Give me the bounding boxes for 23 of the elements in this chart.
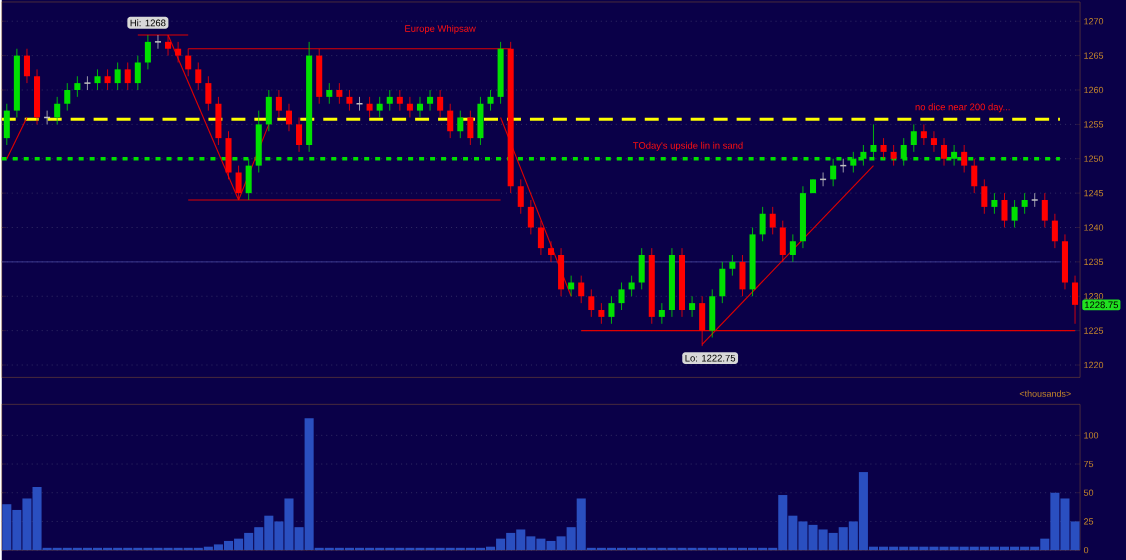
y-tick-label: 1260 — [1084, 86, 1104, 94]
y-tick-label: 1245 — [1084, 189, 1104, 197]
text: 1228.75 — [1084, 301, 1119, 309]
annotation: no dice near 200 day... — [915, 103, 1010, 113]
y-tick-label: 1235 — [1084, 258, 1104, 266]
y-tick-label: 0 — [1083, 546, 1089, 554]
y-tick-label: 100 — [1084, 432, 1099, 439]
y-tick-label: 1255 — [1084, 121, 1104, 128]
y-tick-label: 1230 — [1084, 293, 1104, 300]
y-tick-label: 75 — [1084, 460, 1094, 468]
annotation: Lo: 1222.75 — [685, 354, 736, 362]
y-tick-label: 1225 — [1084, 327, 1104, 334]
y-tick-label: 1265 — [1084, 52, 1104, 59]
annotation: TOday's upside lin in sand — [633, 141, 743, 151]
y-tick-label: 1220 — [1084, 361, 1104, 369]
y-axis-title: <thousands> — [1019, 390, 1071, 397]
y-tick-label: 1250 — [1084, 155, 1104, 162]
y-tick-label: 1270 — [1084, 18, 1104, 25]
annotation: Europe Whipsaw — [405, 24, 476, 34]
y-tick-label: 1240 — [1084, 224, 1104, 231]
y-tick-label: 25 — [1084, 518, 1094, 525]
y-tick-label: 50 — [1083, 489, 1094, 496]
annotation: Hi: 1268 — [130, 19, 166, 27]
